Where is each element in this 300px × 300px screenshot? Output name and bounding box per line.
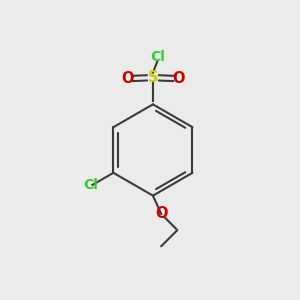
Text: O: O <box>172 71 185 86</box>
Text: Cl: Cl <box>150 50 165 64</box>
Text: O: O <box>121 71 133 86</box>
Text: S: S <box>148 70 158 86</box>
Text: Cl: Cl <box>84 178 98 192</box>
Text: O: O <box>155 206 167 221</box>
